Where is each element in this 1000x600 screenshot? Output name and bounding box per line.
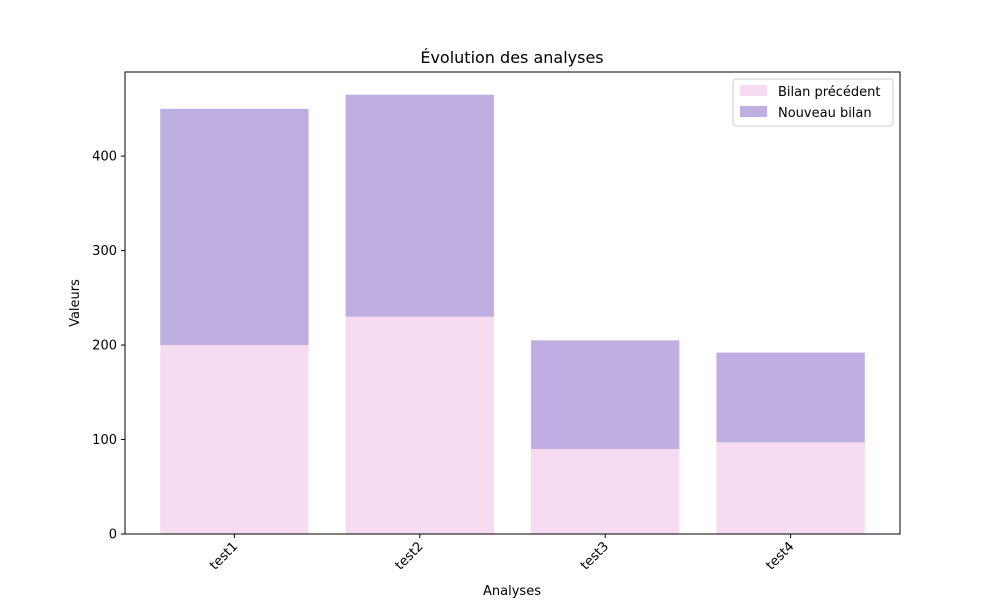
legend-label-2: Nouveau bilan [778,106,872,121]
y-tick-label: 400 [92,150,117,165]
legend-swatch-2 [740,106,767,117]
y-tick-label: 100 [92,433,117,448]
plot-frame [124,71,901,535]
bar-test4-series-1 [716,442,865,534]
x-tick-label-test1: test1 [207,539,241,573]
x-tick-label-test2: test2 [393,539,427,573]
bar-test2-series-2 [345,94,494,317]
x-axis-label: Analyses [483,584,541,599]
legend-box [732,78,894,127]
bar-test1-series-1 [160,345,309,534]
bar-test3-series-2 [531,340,680,449]
bar-test4-series-2 [716,352,865,443]
bar-test2-series-1 [345,316,494,534]
legend-label-1: Bilan précédent [778,85,881,100]
bar-test1-series-2 [160,108,309,346]
x-tick-label-test3: test3 [578,539,612,573]
bar-test3-series-1 [531,448,680,534]
bars-group [160,94,865,534]
chart-title: Évolution des analyses [420,48,603,67]
y-axis: 0 100 200 300 400 [92,150,125,543]
legend-swatch-1 [740,85,767,96]
x-axis: test1 test2 test3 test4 [207,534,797,573]
y-tick-label: 0 [109,528,117,543]
x-tick-label-test4: test4 [763,539,797,573]
y-axis-label: Valeurs [68,279,83,327]
y-tick-label: 300 [92,244,117,259]
y-tick-label: 200 [92,339,117,354]
legend: Bilan précédent Nouveau bilan [732,78,894,127]
